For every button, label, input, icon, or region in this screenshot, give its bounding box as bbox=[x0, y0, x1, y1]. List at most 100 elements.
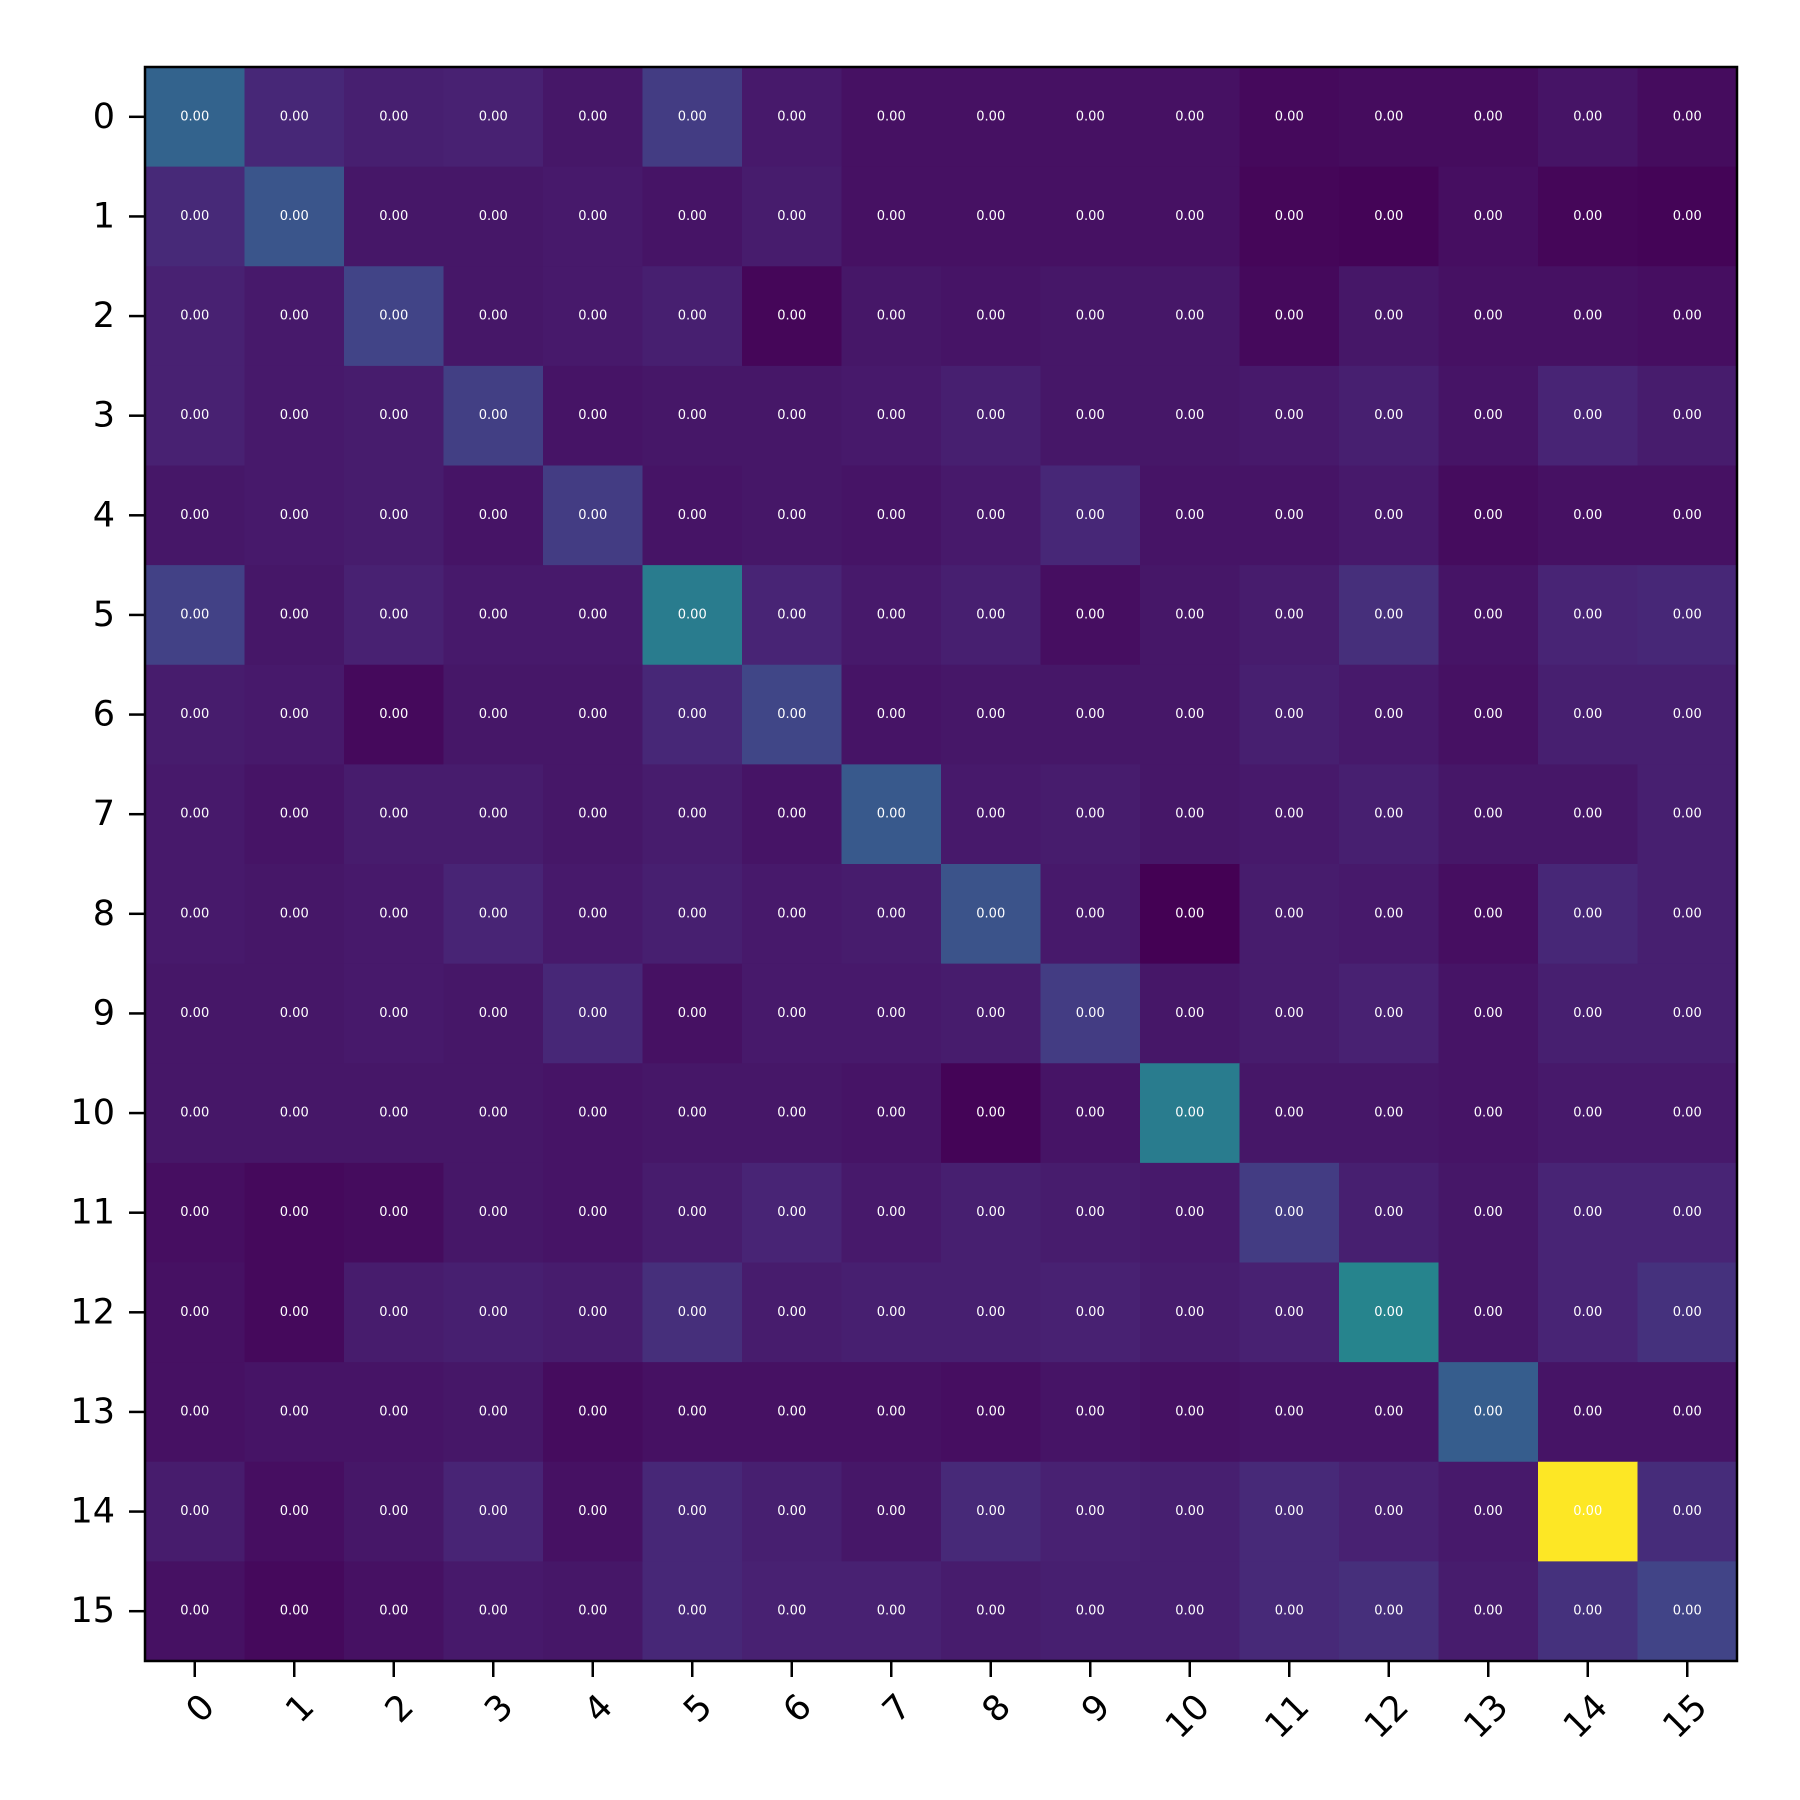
cell-value-label: 0.00 bbox=[1175, 807, 1204, 822]
cell-value-label: 0.00 bbox=[578, 1106, 607, 1121]
heatmap-cell-1-4 bbox=[543, 166, 643, 267]
heatmap-cell-7-15 bbox=[1637, 764, 1738, 865]
y-tick-label: 14 bbox=[70, 1492, 115, 1532]
heatmap-cell-8-1 bbox=[244, 864, 345, 965]
heatmap-cell-14-2 bbox=[344, 1461, 444, 1562]
heatmap-cell-13-3 bbox=[443, 1362, 544, 1463]
cell-value-label: 0.00 bbox=[1374, 309, 1403, 324]
heatmap-cell-6-15 bbox=[1637, 664, 1738, 765]
cell-value-label: 0.00 bbox=[1175, 408, 1204, 423]
heatmap-cell-12-15 bbox=[1637, 1262, 1738, 1363]
cell-value-label: 0.00 bbox=[976, 309, 1005, 324]
cell-value-label: 0.00 bbox=[1175, 309, 1204, 324]
heatmap-cell-2-9 bbox=[1040, 266, 1141, 367]
heatmap-cell-12-4 bbox=[543, 1262, 643, 1363]
heatmap-cell-2-8 bbox=[941, 266, 1041, 367]
cell-value-label: 0.00 bbox=[1275, 309, 1304, 324]
cell-value-label: 0.00 bbox=[280, 1305, 309, 1320]
heatmap-cell-10-8 bbox=[941, 1063, 1041, 1164]
cell-value-label: 0.00 bbox=[1673, 906, 1702, 921]
cell-value-label: 0.00 bbox=[777, 1106, 806, 1121]
heatmap-cell-0-9 bbox=[1040, 67, 1141, 168]
cell-value-label: 0.00 bbox=[1275, 109, 1304, 124]
heatmap-cell-15-6 bbox=[742, 1561, 842, 1662]
cell-value-label: 0.00 bbox=[578, 508, 607, 523]
cell-value-label: 0.00 bbox=[1175, 209, 1204, 224]
cell-value-label: 0.00 bbox=[1076, 1604, 1105, 1619]
heatmap-cell-15-8 bbox=[941, 1561, 1041, 1662]
cell-value-label: 0.00 bbox=[1175, 1504, 1204, 1519]
y-tick-label: 7 bbox=[93, 794, 115, 834]
cell-value-label: 0.00 bbox=[280, 707, 309, 722]
cell-value-label: 0.00 bbox=[578, 1404, 607, 1419]
cell-value-label: 0.00 bbox=[379, 1305, 408, 1320]
cell-value-label: 0.00 bbox=[1275, 209, 1304, 224]
heatmap-cell-3-9 bbox=[1040, 365, 1141, 466]
cell-value-label: 0.00 bbox=[1374, 1404, 1403, 1419]
cell-value-label: 0.00 bbox=[1076, 209, 1105, 224]
heatmap-cell-1-6 bbox=[742, 166, 842, 267]
heatmap-cell-11-12 bbox=[1339, 1162, 1439, 1263]
cell-value-label: 0.00 bbox=[479, 1604, 508, 1619]
heatmap-cell-6-8 bbox=[941, 664, 1041, 765]
heatmap-cell-13-13 bbox=[1438, 1362, 1539, 1463]
y-tick-label: 11 bbox=[70, 1193, 115, 1233]
x-tick-label: 4 bbox=[577, 1687, 621, 1731]
heatmap-cell-2-0 bbox=[145, 266, 245, 367]
cell-value-label: 0.00 bbox=[777, 209, 806, 224]
cell-value-label: 0.00 bbox=[479, 1205, 508, 1220]
cell-value-label: 0.00 bbox=[280, 807, 309, 822]
heatmap-cell-7-0 bbox=[145, 764, 245, 865]
cell-value-label: 0.00 bbox=[280, 1504, 309, 1519]
cell-value-label: 0.00 bbox=[1275, 1205, 1304, 1220]
heatmap-cell-2-7 bbox=[841, 266, 942, 367]
cell-value-label: 0.00 bbox=[1573, 1305, 1602, 1320]
heatmap-cell-8-3 bbox=[443, 864, 544, 965]
cell-value-label: 0.00 bbox=[479, 906, 508, 921]
cell-value-label: 0.00 bbox=[1275, 1006, 1304, 1021]
cell-value-label: 0.00 bbox=[180, 408, 209, 423]
heatmap-cell-8-7 bbox=[841, 864, 942, 965]
cell-value-label: 0.00 bbox=[578, 1604, 607, 1619]
cell-value-label: 0.00 bbox=[678, 1006, 707, 1021]
cell-value-label: 0.00 bbox=[180, 109, 209, 124]
heatmap-cell-6-0 bbox=[145, 664, 245, 765]
heatmap-cell-8-15 bbox=[1637, 864, 1738, 965]
cell-value-label: 0.00 bbox=[479, 1006, 508, 1021]
heatmap-cell-14-15 bbox=[1637, 1461, 1738, 1562]
heatmap-cell-11-5 bbox=[642, 1162, 743, 1263]
heatmap-cell-12-0 bbox=[145, 1262, 245, 1363]
cell-value-label: 0.00 bbox=[280, 906, 309, 921]
heatmap-cell-10-9 bbox=[1040, 1063, 1141, 1164]
heatmap-cell-1-9 bbox=[1040, 166, 1141, 267]
cell-value-label: 0.00 bbox=[1275, 408, 1304, 423]
cell-value-label: 0.00 bbox=[180, 1404, 209, 1419]
cell-value-label: 0.00 bbox=[1474, 309, 1503, 324]
cell-value-label: 0.00 bbox=[379, 1604, 408, 1619]
cell-value-label: 0.00 bbox=[678, 906, 707, 921]
heatmap-cell-13-12 bbox=[1339, 1362, 1439, 1463]
cell-value-label: 0.00 bbox=[578, 109, 607, 124]
cell-value-label: 0.00 bbox=[1573, 508, 1602, 523]
cell-value-label: 0.00 bbox=[1076, 408, 1105, 423]
heatmap-cell-4-11 bbox=[1239, 465, 1340, 566]
heatmap-cell-10-2 bbox=[344, 1063, 444, 1164]
cell-value-label: 0.00 bbox=[976, 209, 1005, 224]
heatmap-cell-5-15 bbox=[1637, 565, 1738, 666]
cell-value-label: 0.00 bbox=[877, 1305, 906, 1320]
cell-value-label: 0.00 bbox=[678, 707, 707, 722]
heatmap-cell-14-12 bbox=[1339, 1461, 1439, 1562]
cell-value-label: 0.00 bbox=[578, 1305, 607, 1320]
cell-value-label: 0.00 bbox=[1673, 1504, 1702, 1519]
heatmap-cell-10-3 bbox=[443, 1063, 544, 1164]
cell-value-label: 0.00 bbox=[1573, 408, 1602, 423]
cell-value-label: 0.00 bbox=[1573, 607, 1602, 622]
heatmap-cell-8-2 bbox=[344, 864, 444, 965]
heatmap-cell-2-3 bbox=[443, 266, 544, 367]
cell-value-label: 0.00 bbox=[1076, 309, 1105, 324]
cell-value-label: 0.00 bbox=[976, 1205, 1005, 1220]
heatmap-cell-14-8 bbox=[941, 1461, 1041, 1562]
cell-value-label: 0.00 bbox=[1673, 1205, 1702, 1220]
heatmap-cell-10-10 bbox=[1140, 1063, 1240, 1164]
heatmap-cell-1-12 bbox=[1339, 166, 1439, 267]
